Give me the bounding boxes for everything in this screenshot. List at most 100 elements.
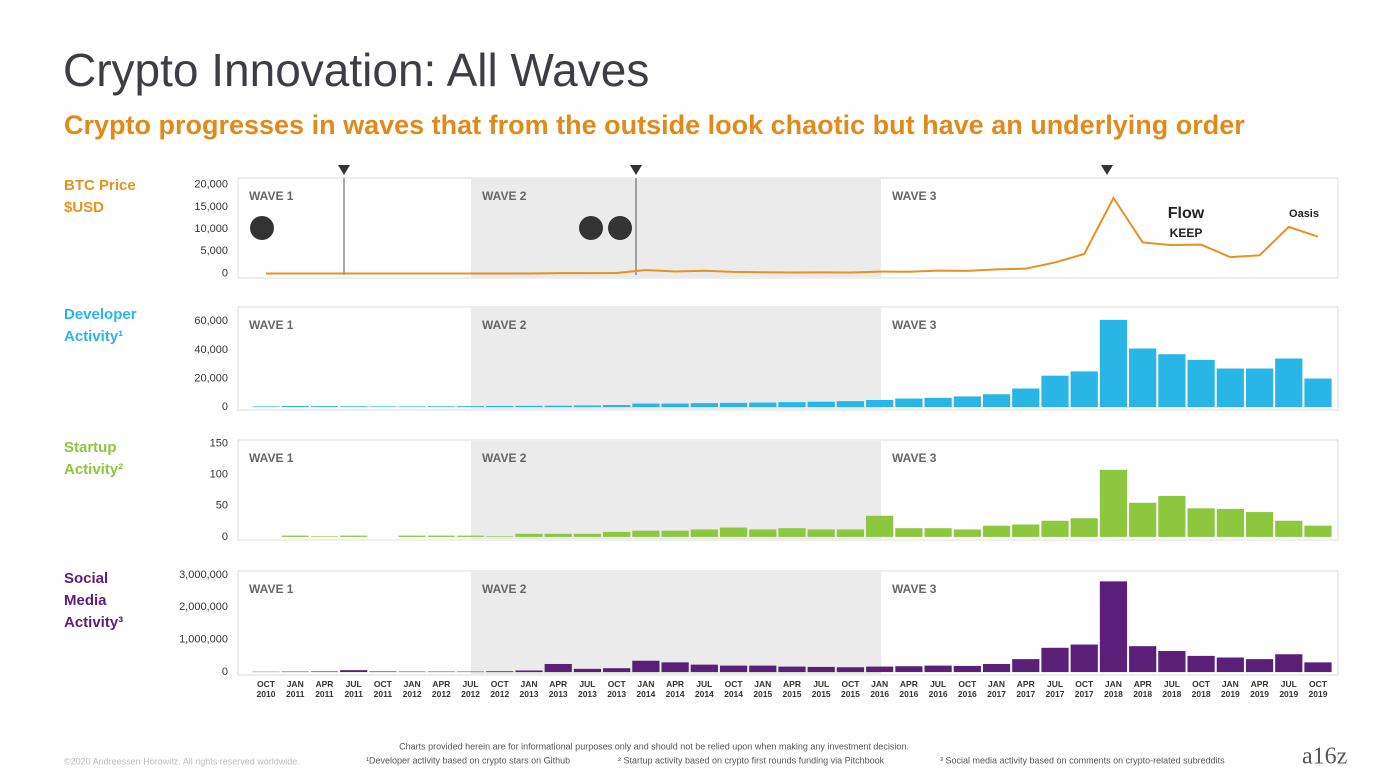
wave-label: WAVE 2	[482, 582, 527, 596]
bar	[1158, 354, 1186, 408]
wave-label: WAVE 2	[482, 451, 527, 465]
title: Crypto Innovation: All Waves	[63, 44, 649, 96]
bar	[603, 404, 631, 408]
x-tick-label: JAN 2015	[753, 679, 772, 699]
x-tick-label: APR 2011	[315, 679, 334, 699]
bar	[1187, 508, 1215, 537]
bar	[953, 529, 981, 537]
bar	[1245, 659, 1274, 673]
bar	[1070, 518, 1098, 537]
bar	[544, 533, 572, 537]
bar	[778, 528, 806, 537]
bar	[369, 406, 397, 408]
bar	[836, 401, 865, 408]
bar	[1070, 371, 1098, 408]
bar	[340, 406, 368, 408]
x-tick-label: OCT 2019	[1309, 679, 1328, 699]
bar	[573, 533, 602, 537]
bar	[573, 405, 602, 408]
bar	[1216, 508, 1244, 537]
bar	[310, 671, 339, 673]
logo-text: KEEP	[1170, 226, 1203, 240]
bar	[1304, 525, 1332, 537]
y-tick-label: 2,000,000	[179, 601, 228, 613]
bar	[1216, 368, 1244, 408]
y-tick-label: 0	[222, 531, 228, 543]
bar	[1129, 646, 1157, 673]
x-tick-label: JUL 2013	[578, 679, 597, 699]
x-tick-label: OCT 2012	[490, 679, 509, 699]
bar	[340, 670, 368, 673]
bar	[749, 529, 777, 537]
bar	[953, 396, 981, 408]
bar	[1245, 368, 1274, 408]
x-tick-label: APR 2017	[1016, 679, 1035, 699]
bar	[1187, 655, 1215, 673]
bar	[1099, 319, 1128, 408]
logo	[579, 216, 603, 240]
y-tick-label: 15,000	[194, 201, 228, 213]
x-tick-label: JUL 2019	[1279, 679, 1298, 699]
wave-label: WAVE 3	[892, 451, 937, 465]
panel-label: Startup	[64, 439, 117, 456]
bar	[719, 527, 748, 537]
bar	[982, 394, 1011, 408]
bar	[369, 671, 397, 673]
bar	[1012, 388, 1040, 408]
panel-label: Activity³	[64, 614, 123, 631]
wave-shade	[471, 572, 881, 674]
bar	[603, 668, 631, 673]
y-tick-label: 0	[222, 666, 228, 678]
bar	[1041, 647, 1069, 673]
bar	[1275, 654, 1303, 673]
copyright: ©2020 Andreessen Horowitz. All rights re…	[64, 756, 300, 766]
bar	[281, 405, 309, 408]
bar	[866, 515, 894, 537]
footnote: ³ Social media activity based on comment…	[940, 755, 1225, 765]
x-tick-label: OCT 2018	[1192, 679, 1211, 699]
bar	[632, 403, 660, 408]
marker	[338, 165, 350, 175]
bar	[398, 406, 426, 408]
y-tick-label: 100	[210, 469, 228, 481]
bar	[895, 666, 923, 673]
bar	[515, 670, 543, 673]
bar	[866, 399, 894, 408]
bar	[1187, 359, 1215, 408]
x-tick-label: JAN 2019	[1221, 679, 1240, 699]
wave-label: WAVE 1	[249, 582, 294, 596]
event-markers	[338, 165, 1113, 175]
bar	[310, 406, 339, 408]
bar	[1099, 469, 1128, 537]
bar	[719, 402, 748, 408]
x-tick-label: JAN 2011	[286, 679, 305, 699]
brand: a16z	[1302, 744, 1347, 770]
bar	[1099, 581, 1128, 673]
bar	[515, 533, 543, 537]
x-tick-label: JUL 2012	[461, 679, 480, 699]
x-tick-label: JAN 2014	[636, 679, 655, 699]
bar	[807, 529, 835, 537]
x-tick-label: OCT 2016	[958, 679, 977, 699]
bar	[340, 535, 368, 537]
logo	[250, 216, 274, 240]
x-tick-label: JUL 2017	[1046, 679, 1065, 699]
wave-label: WAVE 1	[249, 318, 294, 332]
y-tick-label: 20,000	[194, 372, 228, 384]
x-tick-label: JUL 2016	[929, 679, 948, 699]
logo	[608, 216, 632, 240]
panel-label: Social	[64, 570, 108, 587]
x-tick-label: APR 2018	[1133, 679, 1152, 699]
x-tick-label: JAN 2012	[403, 679, 422, 699]
panel-label: Activity²	[64, 461, 123, 478]
x-tick-label: JAN 2017	[987, 679, 1006, 699]
bar	[544, 405, 572, 408]
bar	[252, 406, 280, 408]
bar	[515, 405, 543, 408]
y-tick-label: 0	[222, 267, 228, 279]
wave-shade	[471, 441, 881, 539]
bar	[895, 528, 923, 537]
bar	[690, 664, 718, 673]
x-tick-label: JAN 2016	[870, 679, 889, 699]
bar	[632, 660, 660, 673]
